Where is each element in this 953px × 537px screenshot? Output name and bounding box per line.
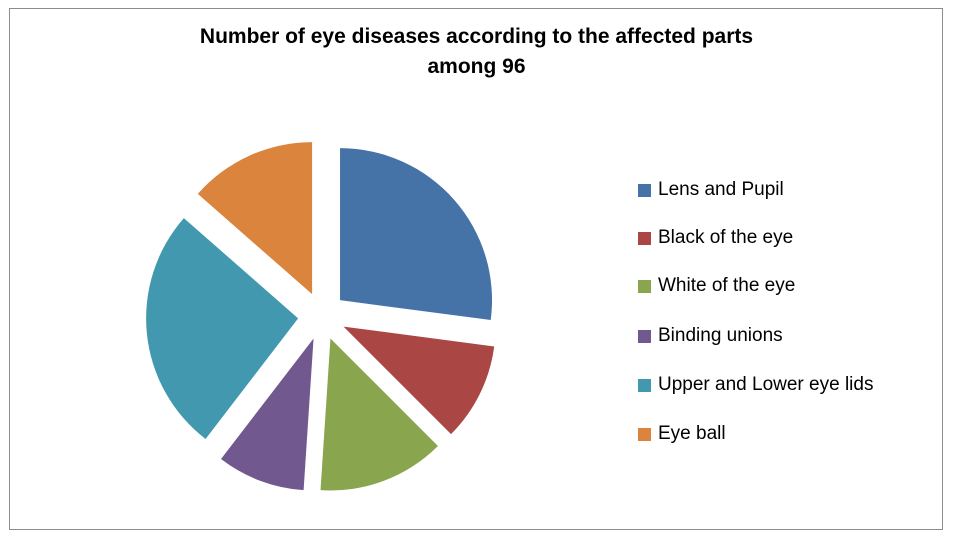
legend-label: Eye ball [658, 423, 726, 444]
legend-label: Black of the eye [658, 227, 794, 248]
chart-title-line-2: among 96 [427, 55, 526, 78]
legend-item-lens-and-pupil: Lens and Pupil [638, 178, 784, 202]
legend-item-black-of-the-eye: Black of the eye [638, 226, 793, 250]
legend-item-eye-ball: Eye ball [638, 422, 726, 446]
chart-title-line-1: Number of eye diseases according to the … [199, 25, 754, 48]
legend-label: Lens and Pupil [658, 179, 784, 200]
legend-swatch [638, 183, 651, 197]
legend-item-upper-and-lower-eye-lids: Upper and Lower eye lids [638, 373, 873, 397]
chart-title: Number of eye diseases according to the … [0, 22, 953, 82]
legend-label: White of the eye [658, 275, 796, 296]
pie-slice-eye-ball [197, 142, 313, 295]
legend-item-white-of-the-eye: White of the eye [638, 274, 795, 298]
pie-slice-binding-unions [221, 338, 314, 491]
legend-label: Binding unions [658, 325, 783, 346]
legend-swatch [638, 279, 651, 293]
legend-label: Upper and Lower eye lids [658, 374, 874, 395]
pie-slice-lens-and-pupil [340, 148, 493, 321]
legend-swatch [638, 231, 651, 245]
legend-swatch [638, 378, 651, 392]
pie-slice-upper-and-lower-eye-lids [146, 218, 299, 439]
pie-slice-black-of-the-eye [343, 326, 495, 435]
legend-swatch [638, 427, 651, 441]
legend-swatch [638, 329, 651, 343]
legend-item-binding-unions: Binding unions [638, 324, 783, 348]
pie-slice-white-of-the-eye [320, 338, 438, 491]
